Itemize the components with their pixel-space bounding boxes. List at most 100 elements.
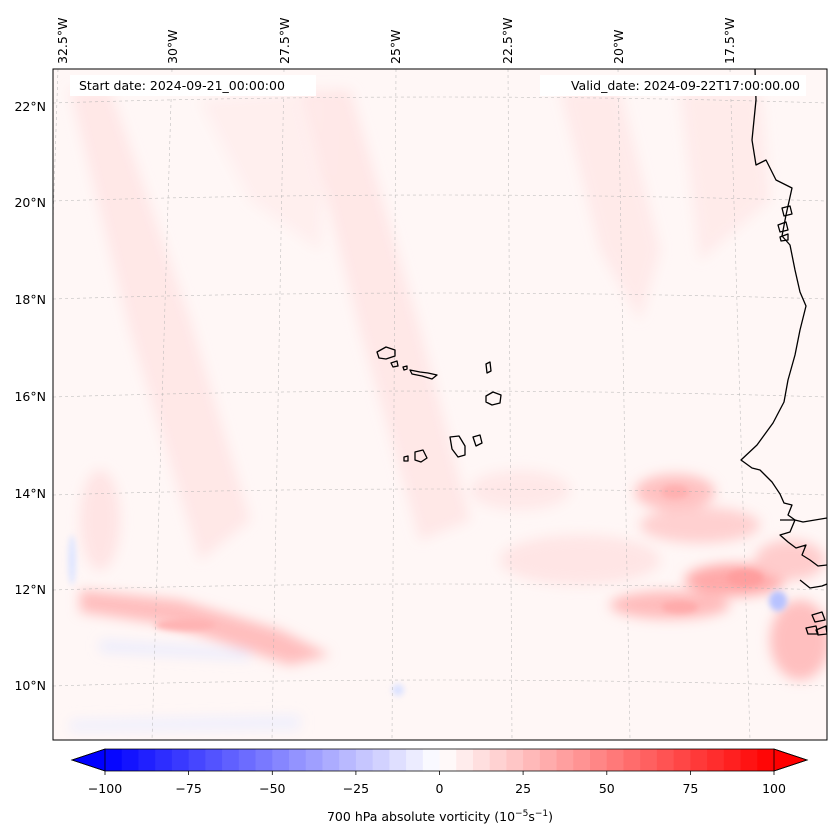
colorbar-cell — [372, 749, 390, 771]
vorticity-max — [662, 601, 698, 613]
vorticity-band — [680, 90, 770, 260]
vorticity-field — [68, 90, 827, 732]
colorbar-cell — [556, 749, 574, 771]
colorbar-cell — [155, 749, 173, 771]
island-sao-vicente — [390, 360, 399, 368]
vorticity-band — [70, 715, 300, 732]
start-date-box — [70, 75, 316, 96]
island-boa-vista — [485, 391, 502, 406]
colorbar-cell — [188, 749, 206, 771]
vorticity-band — [70, 90, 250, 560]
colorbar-cell — [121, 749, 139, 771]
colorbar-cell — [222, 749, 240, 771]
gridlines — [53, 69, 827, 740]
colorbar-cell — [539, 749, 557, 771]
colorbar-cell — [305, 749, 323, 771]
colorbar-cell — [506, 749, 524, 771]
colorbar-min-extension — [70, 748, 106, 772]
island-santiago — [449, 435, 466, 458]
island-maio — [472, 434, 483, 447]
colorbar-cell — [422, 749, 440, 771]
lat-label-18n: 18°N — [14, 292, 46, 307]
latitude-labels: 22°N 20°N 18°N 16°N 14°N 12°N 10°N — [14, 99, 46, 693]
cb-tick-0: 0 — [436, 781, 444, 796]
lat-label-14n: 14°N — [14, 486, 46, 501]
lat-label-20n: 20°N — [14, 195, 46, 210]
vorticity-band — [100, 640, 250, 660]
colorbar-cell — [389, 749, 407, 771]
colorbar-cell — [723, 749, 741, 771]
vorticity-min — [769, 591, 787, 611]
coastlines — [376, 69, 827, 636]
cb-tick-75: 75 — [682, 781, 698, 796]
colorbar-cell — [757, 749, 775, 771]
colorbar-cell — [740, 749, 758, 771]
colorbar-cell — [472, 749, 491, 771]
bissagos-islands — [811, 611, 826, 623]
vorticity-max — [770, 600, 827, 680]
lat-label-16n: 16°N — [14, 389, 46, 404]
cb-tick-50: 50 — [599, 781, 615, 796]
colorbar-cell — [205, 749, 223, 771]
lon-label-27-5w: 27.5°W — [277, 18, 292, 64]
lon-label-25w: 25°W — [388, 29, 403, 64]
island-santa-luzia — [402, 365, 408, 371]
coastal-island — [781, 205, 793, 217]
valid-date-box — [540, 75, 806, 96]
island-fogo — [414, 449, 428, 463]
colorbar-cell — [339, 749, 357, 771]
bissagos-islands — [815, 625, 827, 636]
island-sao-nicolau — [409, 369, 438, 380]
african-coastline — [780, 517, 827, 523]
colorbar-cell — [690, 749, 708, 771]
island-brava — [403, 455, 409, 462]
vorticity-band — [80, 470, 120, 570]
lon-label-22-5w: 22.5°W — [500, 18, 515, 64]
lat-label-12n: 12°N — [14, 582, 46, 597]
african-coastline — [740, 69, 827, 567]
colorbar-cell — [640, 749, 658, 771]
island-sal — [485, 361, 492, 374]
cb-tick-neg100: −100 — [88, 781, 122, 796]
colorbar-cell — [673, 749, 691, 771]
vorticity-max — [661, 485, 689, 499]
cb-tick-25: 25 — [515, 781, 531, 796]
vorticity-band — [560, 90, 660, 320]
vorticity-band — [470, 470, 570, 510]
colorbar-tick-labels: −100 −75 −50 −25 0 25 50 75 100 — [88, 781, 786, 796]
colorbar-cell — [288, 749, 307, 771]
valid-date-label: Valid_date: 2024-09-22T17:00:00.00 — [571, 78, 800, 93]
vorticity-band — [300, 90, 470, 540]
colorbar-cell — [355, 749, 374, 771]
lon-label-30w: 30°W — [165, 29, 180, 64]
colorbar-cell — [439, 749, 457, 771]
cb-tick-neg50: −50 — [259, 781, 285, 796]
cb-tick-neg75: −75 — [175, 781, 201, 796]
colorbar-cell — [456, 749, 474, 771]
vorticity-min — [392, 684, 404, 696]
colorbar-cells — [105, 749, 775, 771]
vorticity-band — [200, 90, 330, 250]
lon-label-32-5w: 32.5°W — [55, 18, 70, 64]
lat-label-22n: 22°N — [14, 99, 46, 114]
vorticity-min — [68, 535, 76, 585]
vorticity-max — [727, 570, 763, 586]
colorbar-max-extension — [773, 748, 809, 772]
longitude-labels: 32.5°W 30°W 27.5°W 25°W 22.5°W 20°W 17.5… — [55, 18, 737, 64]
start-date-label: Start date: 2024-09-21_00:00:00 — [79, 78, 285, 93]
colorbar-cell — [489, 749, 507, 771]
colorbar-cell — [272, 749, 290, 771]
vorticity-max — [755, 540, 825, 580]
colorbar-cell — [623, 749, 641, 771]
coastal-island — [779, 233, 789, 242]
colorbar-cell — [573, 749, 591, 771]
lat-label-10n: 10°N — [14, 678, 46, 693]
cb-tick-neg25: −25 — [343, 781, 369, 796]
colorbar-tick-marks — [104, 771, 775, 775]
vorticity-max — [155, 619, 215, 631]
colorbar-cell — [171, 749, 190, 771]
coastal-island — [777, 221, 789, 233]
colorbar-cell — [656, 749, 675, 771]
vorticity-band — [500, 535, 660, 585]
colorbar-label: 700 hPa absolute vorticity (10−5s−1) — [327, 809, 553, 824]
